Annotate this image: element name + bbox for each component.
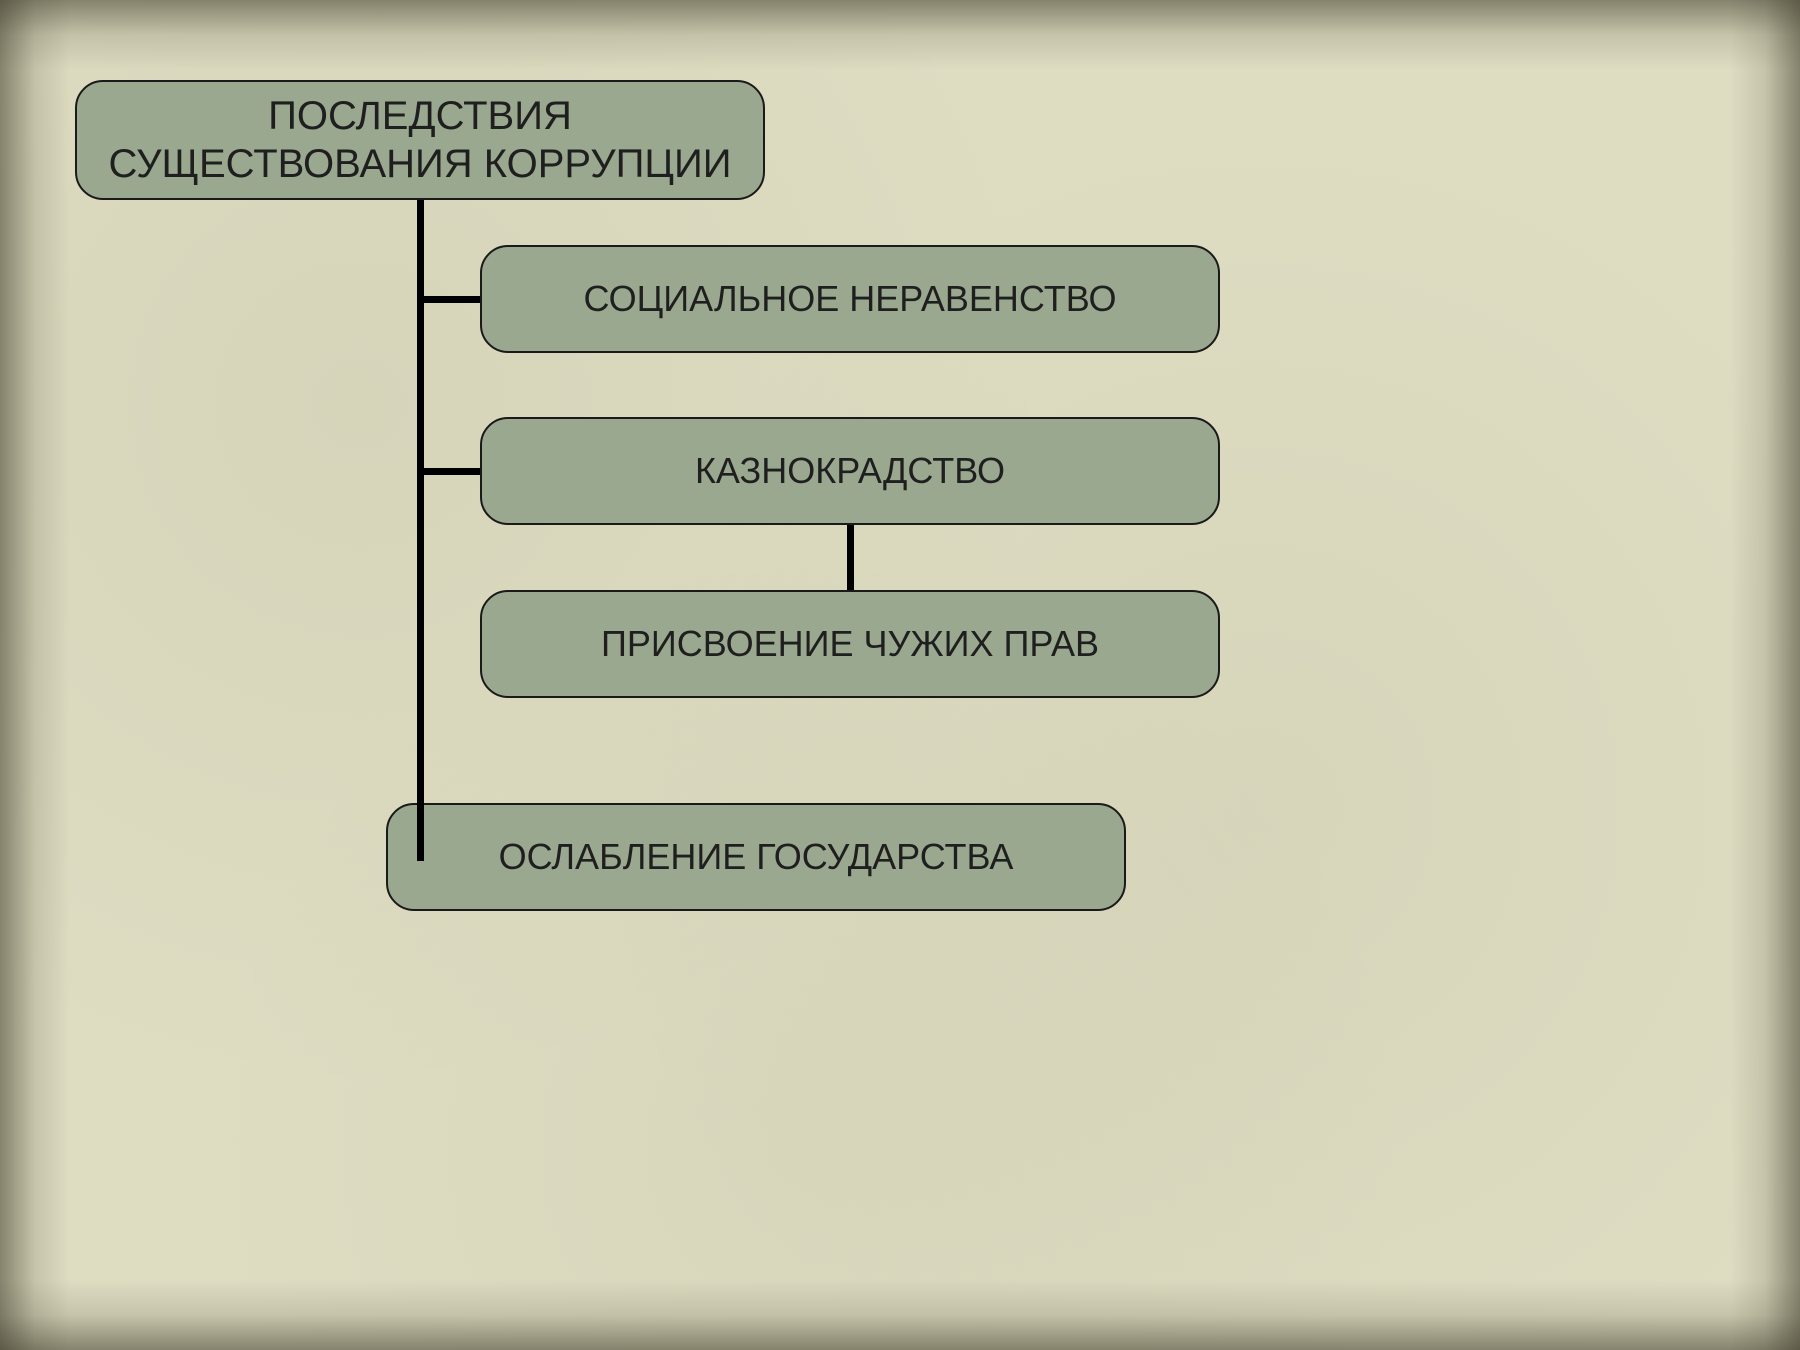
- diagram-child-node: СОЦИАЛЬНОЕ НЕРАВЕНСТВО: [480, 245, 1220, 353]
- diagram-child-node: ОСЛАБЛЕНИЕ ГОСУДАРСТВА: [386, 803, 1126, 911]
- connector-sub-vertical: [847, 525, 854, 590]
- child-label: КАЗНОКРАДСТВО: [695, 449, 1005, 492]
- root-label: ПОСЛЕДСТВИЯ СУЩЕСТВОВАНИЯ КОРРУПЦИИ: [109, 92, 732, 188]
- child-label: ПРИСВОЕНИЕ ЧУЖИХ ПРАВ: [601, 622, 1099, 665]
- diagram-child-node: КАЗНОКРАДСТВО: [480, 417, 1220, 525]
- child-label: ОСЛАБЛЕНИЕ ГОСУДАРСТВА: [499, 835, 1014, 878]
- connector-branch: [417, 468, 481, 475]
- child-label: СОЦИАЛЬНОЕ НЕРАВЕНСТВО: [583, 277, 1116, 320]
- diagram-child-node: ПРИСВОЕНИЕ ЧУЖИХ ПРАВ: [480, 590, 1220, 698]
- diagram-root-node: ПОСЛЕДСТВИЯ СУЩЕСТВОВАНИЯ КОРРУПЦИИ: [75, 80, 765, 200]
- connector-branch: [417, 296, 481, 303]
